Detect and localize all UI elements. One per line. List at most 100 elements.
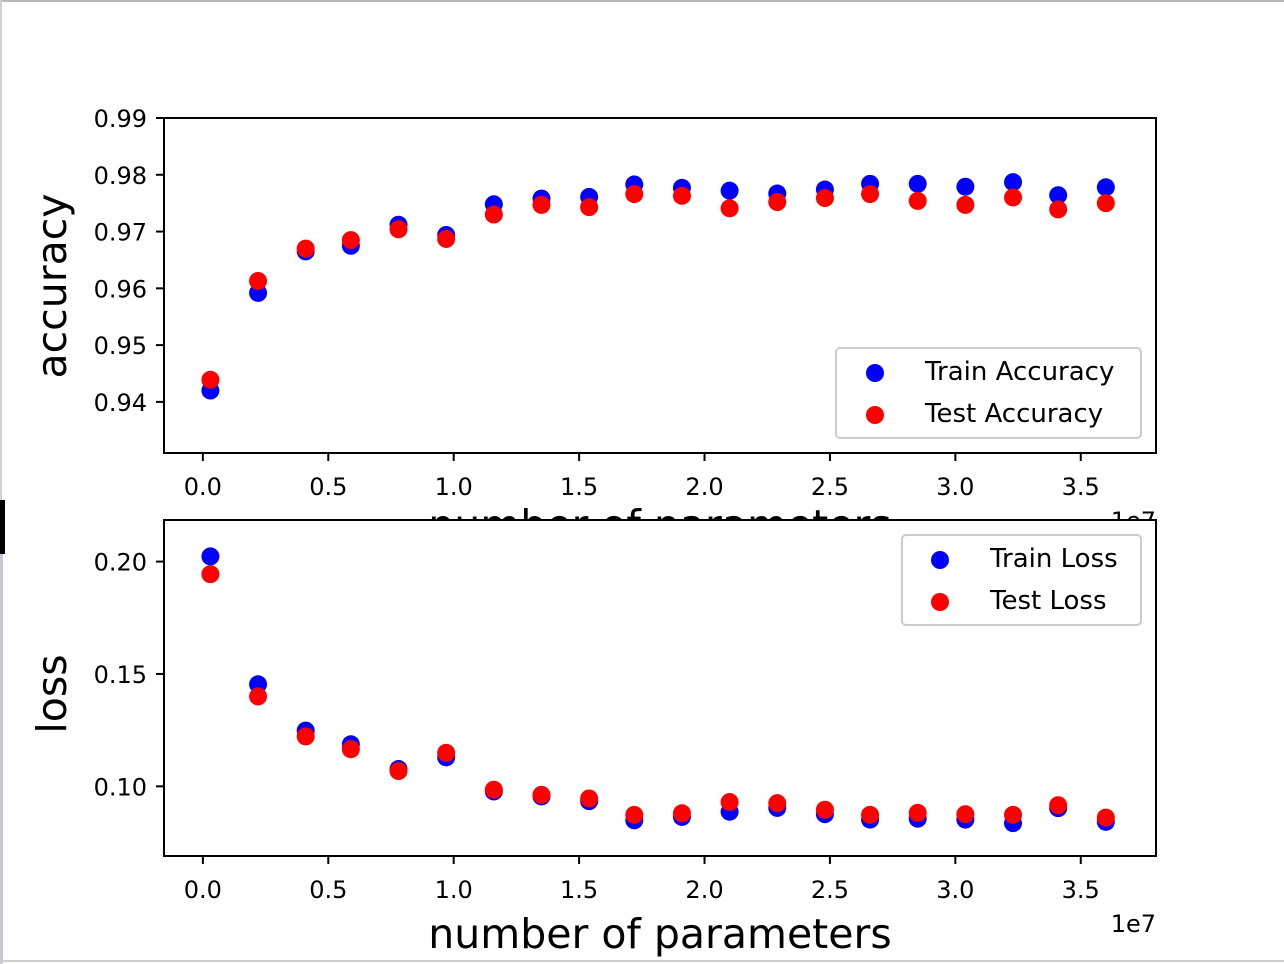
point-test-accuracy [815,189,834,208]
point-train-accuracy [908,174,927,193]
accuracy-x-tick-label: 1.5 [560,473,598,501]
accuracy-y-tick-label: 0.94 [94,389,147,417]
loss-y-tick-label: 0.10 [94,773,147,801]
point-test-loss [720,793,739,812]
legend-marker-test-accuracy [866,406,884,424]
point-test-accuracy [768,193,787,212]
accuracy-y-tick-label: 0.99 [94,105,147,133]
accuracy-x-tick-label: 3.0 [936,473,974,501]
legend-label-test-loss: Test Loss [989,586,1107,616]
point-test-accuracy [1049,200,1068,219]
point-test-loss [437,743,456,762]
window-side-strip [0,554,3,964]
point-test-loss [861,805,880,824]
point-train-accuracy [1096,178,1115,197]
loss-x-tick-label: 0.5 [309,876,347,904]
legend-marker-train-loss [931,551,949,569]
accuracy-marks [201,173,1115,400]
accuracy-x-tick-label: 2.0 [685,473,723,501]
point-train-accuracy [1004,173,1023,192]
point-test-loss [672,804,691,823]
accuracy-y-tick-label: 0.96 [94,275,147,303]
loss-marks [201,547,1115,833]
legend-label-train-loss: Train Loss [989,544,1118,574]
legend-marker-train-accuracy [866,364,884,382]
accuracy-legend: Train Accuracy Test Accuracy [835,347,1142,439]
point-test-loss [956,805,975,824]
accuracy-x-tick-label: 0.0 [184,473,222,501]
point-test-loss [625,805,644,824]
point-train-accuracy [720,181,739,200]
loss-y-axis-label: loss [28,654,76,733]
accuracy-x-ticks: 0.0 0.5 1.0 1.5 2.0 2.5 3.0 3.5 [184,453,1100,501]
point-test-loss [580,789,599,808]
point-test-accuracy [532,195,551,214]
point-train-loss [201,547,220,566]
loss-x-offset-label: 1e7 [1111,910,1156,938]
point-test-loss [1096,808,1115,827]
point-test-loss [484,780,503,799]
point-test-loss [532,785,551,804]
accuracy-axes-frame [163,117,1157,454]
point-test-accuracy [720,199,739,218]
point-test-accuracy [956,195,975,214]
point-test-accuracy [625,185,644,204]
accuracy-x-tick-label: 1.0 [435,473,473,501]
loss-x-tick-label: 2.0 [685,876,723,904]
legend-marker-test-loss [931,593,949,611]
accuracy-y-axis-label: accuracy [28,194,76,379]
point-test-accuracy [201,370,220,389]
loss-x-tick-label: 0.0 [184,876,222,904]
loss-y-tick-label: 0.15 [94,661,147,689]
accuracy-panel: 0.0 0.5 1.0 1.5 2.0 2.5 3.0 3.5 0.940.950.960.9… [28,105,1157,549]
point-test-accuracy [861,185,880,204]
accuracy-y-ticks: 0.94 0.95 0.96 0.97 0.98 0.99 [94,105,164,417]
point-test-loss [815,800,834,819]
legend-label-train-accuracy: Train Accuracy [924,357,1114,387]
point-test-accuracy [672,186,691,205]
point-train-accuracy [1049,186,1068,205]
loss-x-tick-label: 3.5 [1062,876,1100,904]
loss-axes-frame [163,519,1157,857]
point-test-accuracy [249,271,268,290]
window-resize-handle[interactable] [0,500,5,554]
accuracy-x-tick-label: 2.5 [811,473,849,501]
accuracy-x-tick-label: 0.5 [309,473,347,501]
loss-legend: Train Loss Test Loss [901,534,1142,626]
loss-x-tick-label: 1.5 [560,876,598,904]
point-test-accuracy [484,205,503,224]
point-test-accuracy [580,198,599,217]
legend-label-test-accuracy: Test Accuracy [924,399,1103,429]
accuracy-y-tick-label: 0.95 [94,332,147,360]
point-test-loss [1004,805,1023,824]
loss-x-tick-label: 1.0 [435,876,473,904]
accuracy-y-tick-label: 0.98 [94,162,147,190]
loss-x-axis-label: number of parameters [428,910,891,958]
point-test-loss [201,565,220,584]
loss-x-tick-label: 3.0 [936,876,974,904]
point-test-loss [1049,796,1068,815]
point-test-accuracy [437,229,456,248]
point-test-loss [768,794,787,813]
point-test-accuracy [1004,188,1023,207]
series-test-accuracy [201,185,1115,389]
accuracy-legend-box [835,347,1142,439]
loss-panel: 0.0 0.5 1.0 1.5 2.0 2.5 3.0 3.5 0.10 0.15 0.20 lo… [28,519,1157,958]
loss-x-ticks: 0.0 0.5 1.0 1.5 2.0 2.5 3.0 3.5 [184,856,1100,904]
point-test-loss [908,803,927,822]
loss-y-ticks: 0.10 0.15 0.20 [94,549,164,801]
point-train-accuracy [956,177,975,196]
accuracy-x-tick-label: 3.5 [1062,473,1100,501]
accuracy-y-tick-label: 0.97 [94,219,147,247]
point-test-loss [296,727,315,746]
loss-legend-box [901,534,1142,626]
point-test-accuracy [389,220,408,239]
point-test-loss [249,687,268,706]
loss-x-tick-label: 2.5 [811,876,849,904]
point-test-accuracy [341,231,360,250]
series-test-loss [201,565,1115,827]
point-test-loss [341,740,360,759]
point-test-accuracy [296,239,315,258]
point-test-loss [389,762,408,781]
